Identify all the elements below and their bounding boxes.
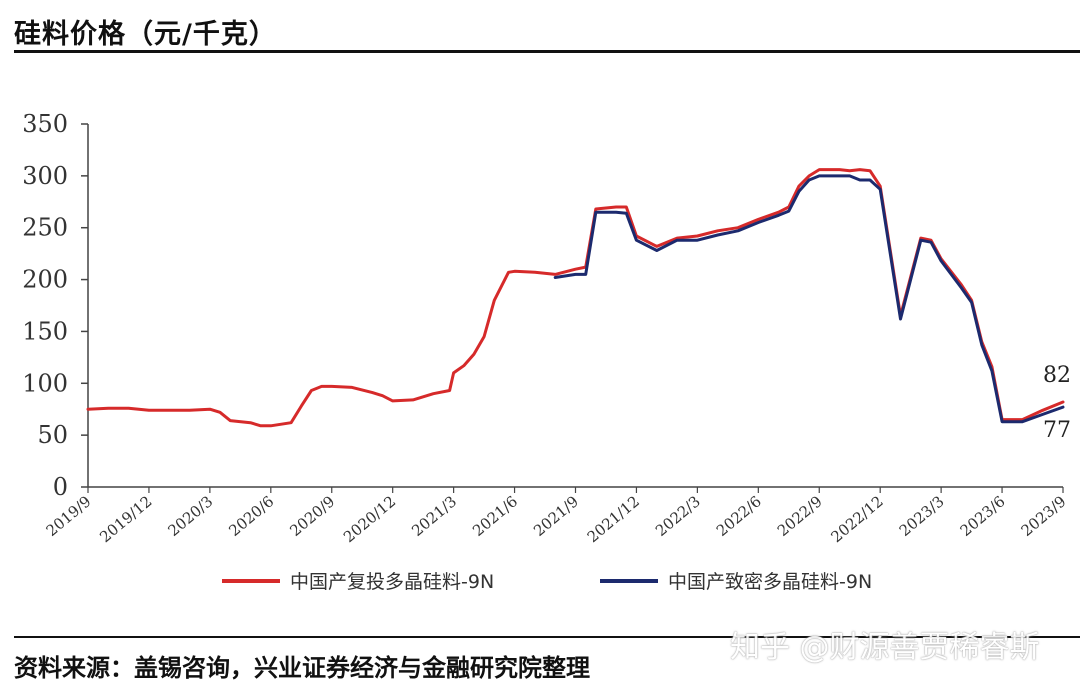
end-label-1: 82 [1043, 363, 1071, 388]
y-tick-label: 300 [22, 162, 68, 190]
x-tick-label: 2020/3 [164, 492, 216, 540]
source-note: 资料来源：盖锡咨询，兴业证券经济与金融研究院整理 [14, 654, 590, 682]
x-tick-label: 2022/9 [774, 492, 826, 540]
x-tick-label: 2022/12 [827, 492, 886, 546]
watermark: 知乎 @财源善贾稀睿斯 [730, 630, 1040, 665]
chart-title: 硅料价格（元/千克） [14, 19, 277, 50]
x-tick-label: 2023/9 [1018, 492, 1070, 540]
legend: 中国产复投多晶硅料-9N 中国产致密多晶硅料-9N [222, 571, 872, 593]
x-tick-label: 2021/12 [584, 492, 643, 546]
series-line-1 [86, 168, 1065, 428]
y-tick-label: 0 [53, 473, 68, 501]
series-line-2 [553, 174, 1065, 424]
x-tick-label: 2023/3 [896, 492, 948, 540]
x-tick-label: 2022/3 [652, 492, 704, 540]
end-label-2: 77 [1043, 418, 1071, 443]
y-tick-label: 250 [22, 214, 68, 242]
x-tick-label: 2020/6 [225, 492, 277, 540]
y-tick-label: 350 [22, 110, 68, 138]
x-tick-label: 2019/12 [96, 492, 155, 546]
bottom-rule [14, 636, 1080, 638]
x-tick-label: 2021/6 [469, 492, 521, 540]
legend-label-2: 中国产致密多晶硅料-9N [668, 571, 872, 593]
x-tick-label: 2023/6 [957, 492, 1009, 540]
y-axis: 0 50 100 150 200 250 300 350 [22, 110, 89, 501]
series-layer [86, 168, 1065, 428]
y-tick-label: 50 [37, 421, 68, 449]
y-tick-label: 100 [22, 369, 68, 397]
x-axis: 2019/9 2019/12 2020/3 2020/6 2020/9 2020/12 20… [43, 486, 1070, 546]
x-tick-label: 2021/9 [530, 492, 582, 540]
x-tick-label: 2020/9 [286, 492, 338, 540]
x-tick-label: 2019/9 [43, 492, 95, 540]
y-tick-label: 150 [22, 317, 68, 345]
x-tick-label: 2021/3 [408, 492, 460, 540]
y-tick-label: 200 [22, 266, 68, 294]
x-tick-label: 2020/12 [340, 492, 399, 546]
top-rule [14, 50, 1080, 53]
end-labels: 82 77 [1043, 363, 1071, 443]
x-tick-label: 2022/6 [713, 492, 765, 540]
legend-label-1: 中国产复投多晶硅料-9N [290, 571, 494, 593]
